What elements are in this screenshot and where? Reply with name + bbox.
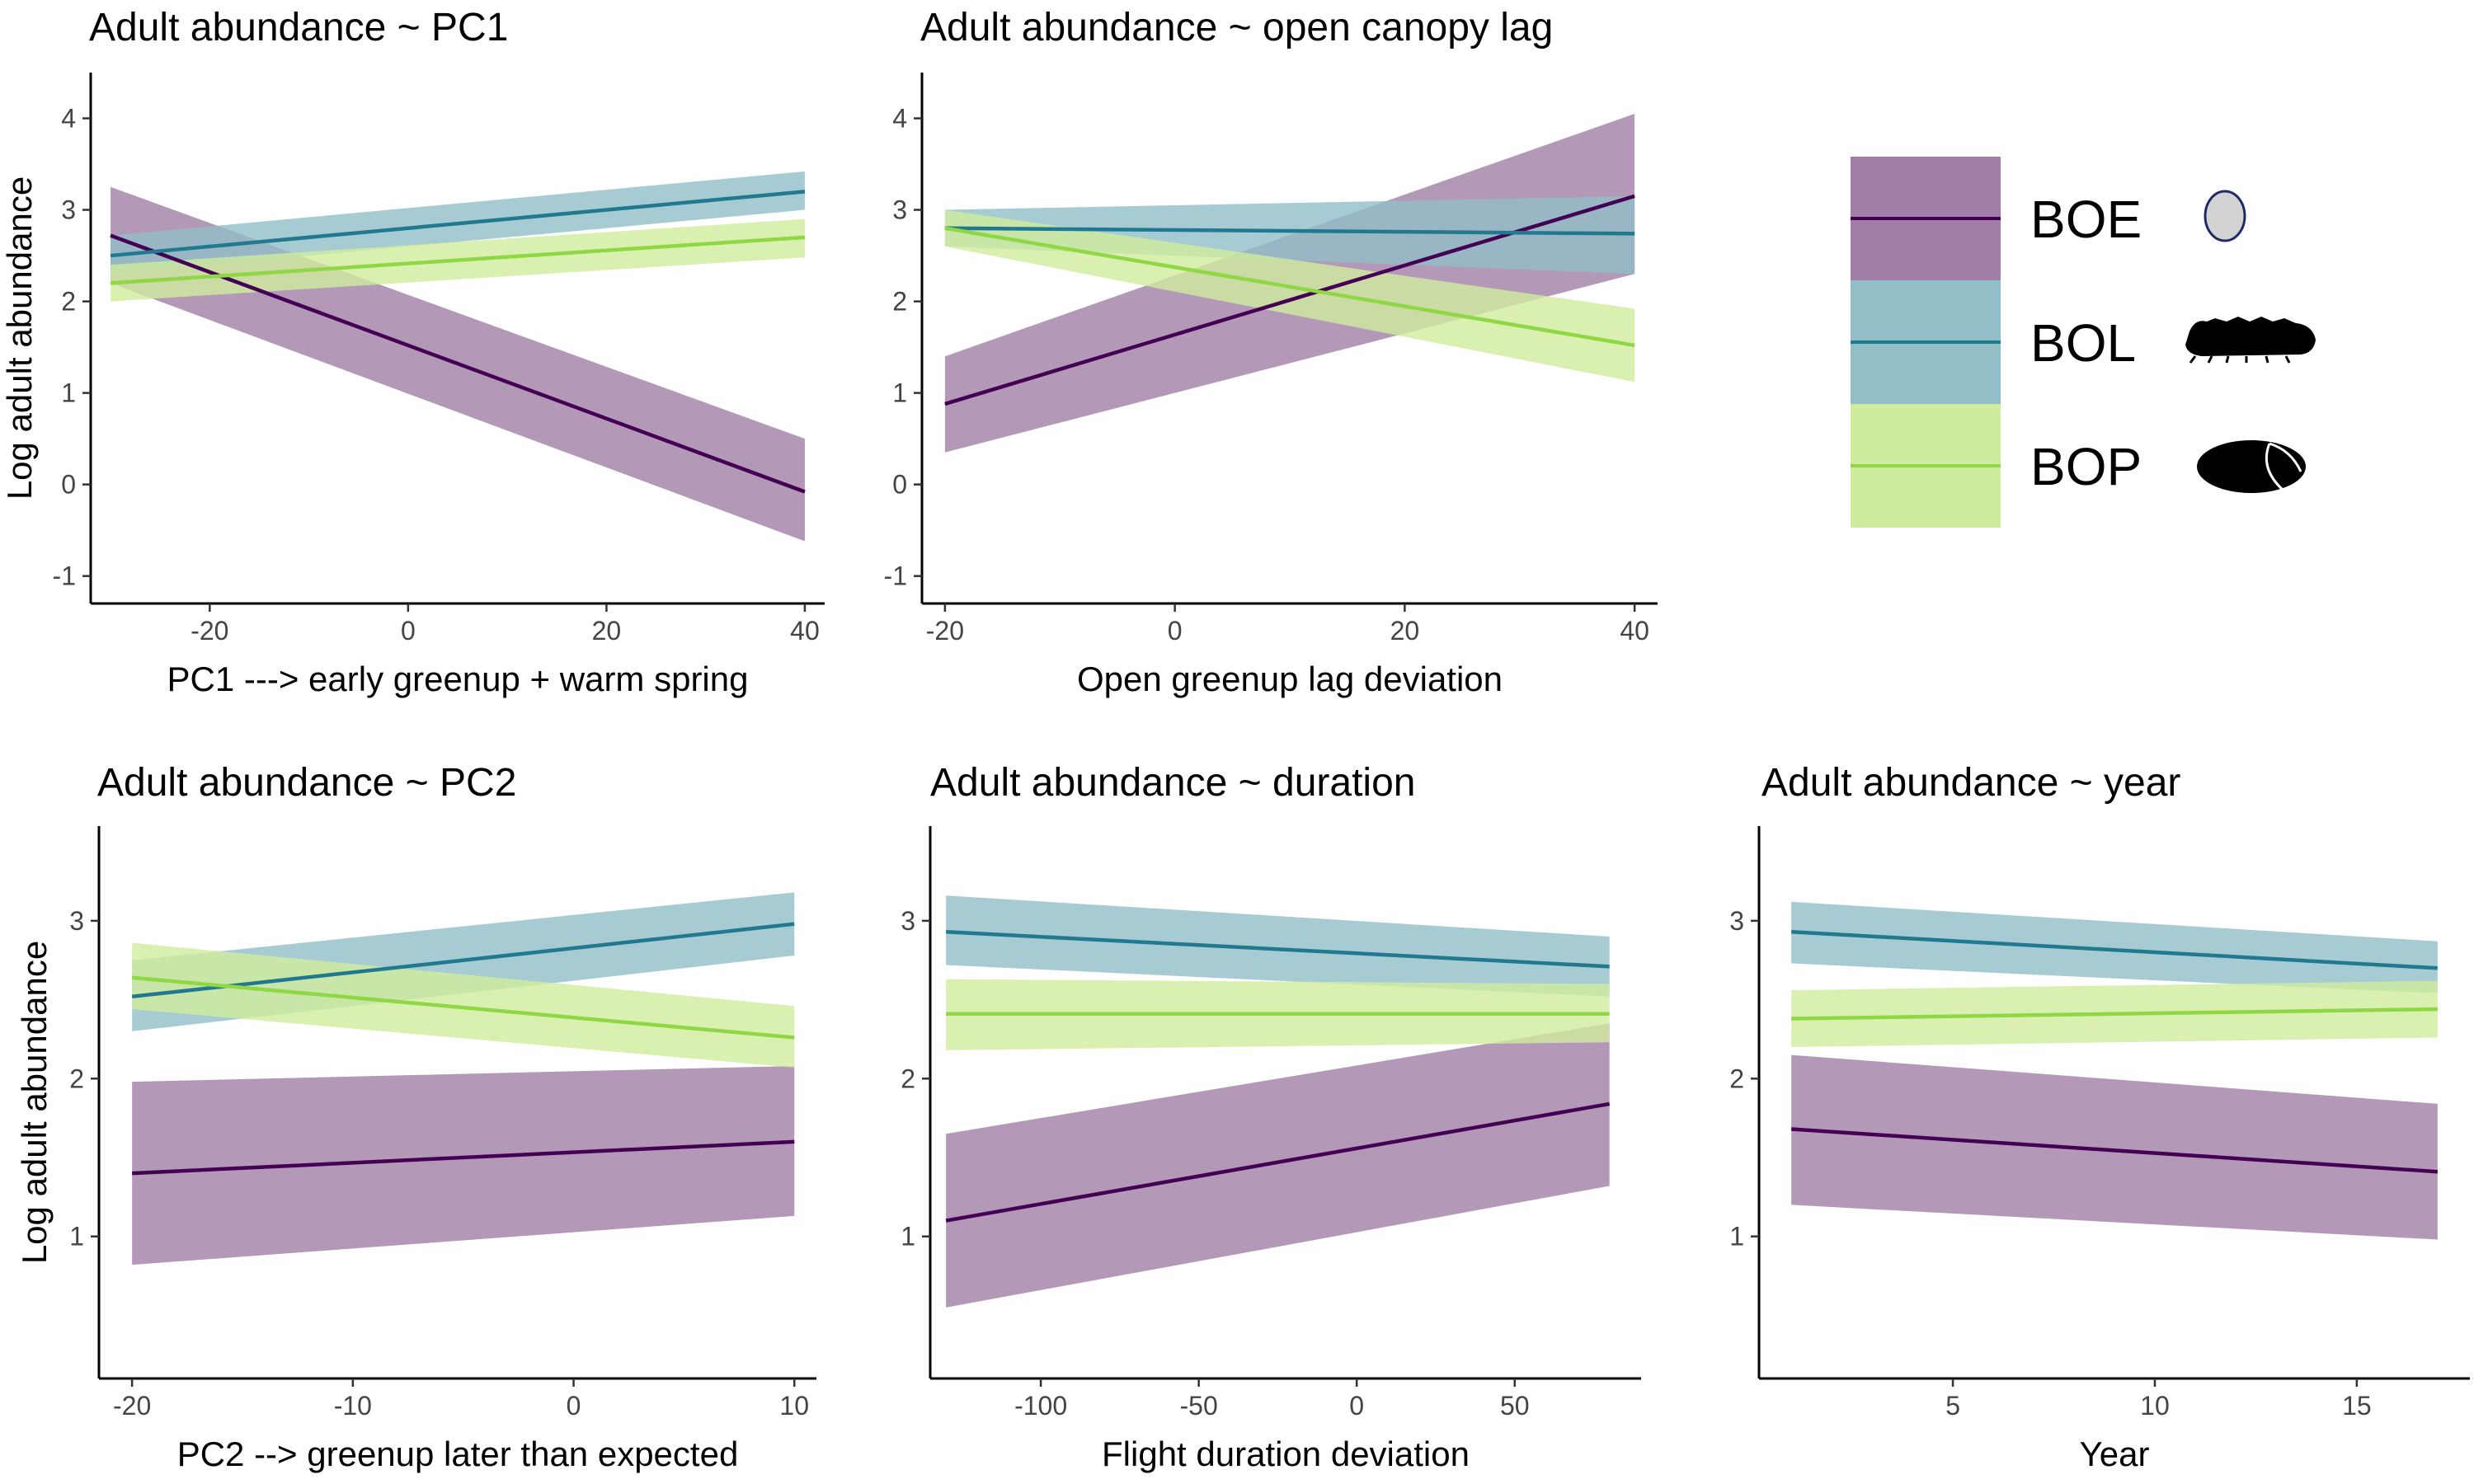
x-tick-label: -50: [1180, 1391, 1218, 1421]
y-tick-label: 3: [901, 906, 915, 936]
y-axis-title-pc2: Log adult abundance: [15, 941, 54, 1264]
fit-line-bol: [1791, 930, 2438, 970]
fit-line-bop: [131, 975, 795, 1040]
fit-line-bol: [110, 190, 806, 258]
x-tick-label: 40: [1620, 616, 1649, 646]
pupa-icon: [2197, 440, 2306, 493]
y-tick-label: 0: [61, 470, 76, 500]
fit-line-boe: [945, 1101, 1611, 1223]
x-tick-label: 15: [2342, 1391, 2372, 1421]
fit-line-bol: [944, 226, 1635, 236]
panel-title-pc1: Adult abundance ~ PC1: [89, 6, 509, 49]
egg-icon: [2204, 190, 2246, 242]
fit-line-bop: [944, 226, 1635, 348]
x-tick-label: 50: [1500, 1391, 1530, 1421]
y-tick-label: 2: [901, 1064, 915, 1093]
y-tick-label: 3: [1729, 906, 1744, 936]
x-tick-label: 20: [592, 616, 622, 646]
ci-band-bop: [132, 942, 795, 1068]
y-tick-label: 4: [61, 104, 76, 134]
x-tick-label: 0: [401, 616, 416, 646]
legend-label-bol: BOL: [2030, 313, 2136, 373]
ci-band-bol: [946, 895, 1610, 997]
x-axis-title-duration: Flight duration deviation: [1102, 1435, 1470, 1473]
panel-title-year: Adult abundance ~ year: [1761, 761, 2181, 805]
x-tick-label: 5: [1945, 1391, 1960, 1421]
y-tick-label: 1: [1729, 1222, 1744, 1252]
y-tick-label: 3: [69, 906, 84, 936]
y-tick-label: 1: [901, 1222, 915, 1252]
legend-entry-bol: BOL: [1851, 280, 2316, 404]
legend-label-bop: BOP: [2030, 437, 2142, 496]
ci-band-bop: [944, 209, 1635, 383]
panel-title-pc2: Adult abundance ~ PC2: [97, 761, 517, 805]
y-tick-label: 1: [61, 378, 76, 408]
panel-pc1: -1 0 1 2 3 4 -20 0 20 40 PC1 ---> early greenup + …: [0, 73, 825, 698]
x-tick-label: 20: [1390, 616, 1420, 646]
x-axis-title-year: Year: [2080, 1435, 2150, 1473]
y-axis-title-pc1: Log adult abundance: [0, 176, 39, 500]
y-tick-label: 2: [61, 287, 76, 317]
y-tick-label: -1: [53, 561, 76, 591]
x-tick-label: 0: [1168, 616, 1183, 646]
fit-line-boe: [110, 233, 806, 494]
y-tick-label: 3: [892, 195, 907, 225]
x-tick-label: -20: [926, 616, 964, 646]
x-tick-label: 0: [567, 1391, 581, 1421]
fit-line-boe: [1791, 1127, 2438, 1174]
fit-line-bol: [946, 930, 1610, 969]
panel-title-duration: Adult abundance ~ duration: [930, 761, 1416, 805]
legend-label-boe: BOE: [2030, 190, 2142, 249]
panel-pc2: 1 2 3 -20 -10 0 10 PC2 --> greenup later than e…: [15, 826, 816, 1473]
fit-line-boe: [132, 1139, 795, 1176]
x-tick-label: 40: [790, 616, 820, 646]
ci-band-bol: [1791, 901, 2438, 993]
x-tick-label: -100: [1014, 1391, 1067, 1421]
panel-year: 1 2 3 5 10 15 Year: [1729, 826, 2470, 1473]
x-axis-title-pc2: PC2 --> greenup later than expected: [177, 1435, 739, 1473]
ci-band-boe: [1791, 1054, 2438, 1240]
y-tick-label: 2: [892, 287, 907, 317]
panel-duration: 1 2 3 -100 -50 0 50 Flight duration deviation: [901, 826, 1641, 1473]
y-tick-label: 2: [69, 1064, 84, 1093]
y-tick-label: 3: [61, 195, 76, 225]
y-tick-label: 1: [69, 1222, 84, 1252]
legend-entry-boe: BOE: [1851, 157, 2246, 280]
y-tick-label: -1: [884, 561, 907, 591]
x-tick-label: -20: [113, 1391, 151, 1421]
fit-line-bol: [131, 922, 795, 998]
legend: BOE BOL BOP: [1814, 148, 2392, 528]
y-tick-label: 2: [1729, 1064, 1744, 1093]
panel-open-canopy-lag: -1 0 1 2 3 4 -20 0 20 40 Open greenup lag deviatio…: [884, 73, 1658, 698]
fit-line-bop: [110, 235, 806, 285]
panel-title-open-canopy-lag: Adult abundance ~ open canopy lag: [920, 6, 1554, 49]
x-tick-label: 0: [1349, 1391, 1364, 1421]
x-tick-label: -20: [190, 616, 228, 646]
x-tick-label: 10: [779, 1391, 809, 1421]
ci-band-boe: [946, 1023, 1610, 1308]
x-axis-title-open-canopy-lag: Open greenup lag deviation: [1077, 660, 1503, 698]
ci-band-boe: [132, 1065, 795, 1266]
y-tick-label: 4: [892, 104, 907, 134]
larva-icon: [2185, 317, 2316, 364]
y-tick-label: 0: [892, 470, 907, 500]
x-axis-title-pc1: PC1 ---> early greenup + warm spring: [167, 660, 749, 698]
ci-band-bol: [944, 195, 1635, 275]
fit-line-bop: [1791, 1007, 2438, 1021]
x-tick-label: -10: [334, 1391, 372, 1421]
x-tick-label: 10: [2140, 1391, 2170, 1421]
fit-line-boe: [944, 194, 1635, 406]
legend-entry-bop: BOP: [1851, 404, 2306, 528]
y-tick-label: 1: [892, 378, 907, 408]
